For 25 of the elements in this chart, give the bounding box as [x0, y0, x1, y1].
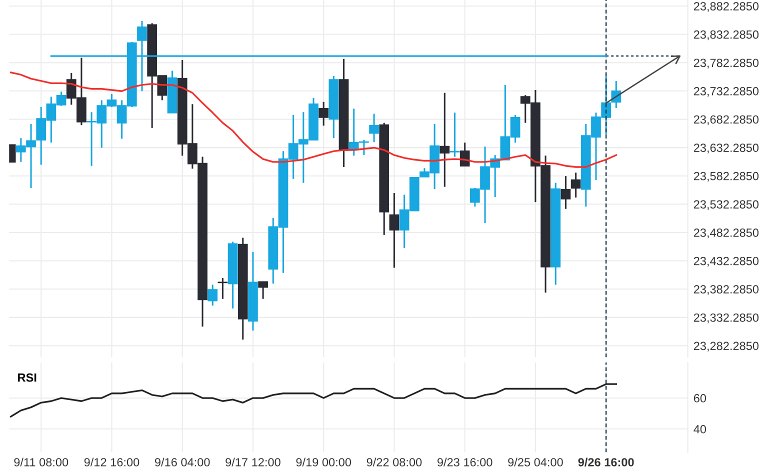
y-tick-label: 23,482.2850: [694, 228, 759, 238]
x-tick-label: 9/17 12:00: [226, 458, 280, 466]
y-tick-label: 23,282.2850: [694, 342, 759, 352]
text: RSI: [18, 373, 36, 382]
y-tick-label: 23,832.2850: [694, 30, 759, 40]
x-tick-label: 9/26 16:00: [578, 458, 634, 467]
x-tick-label: 9/23 16:00: [437, 458, 492, 466]
y-tick-label: 23,632.2850: [694, 144, 759, 154]
y-tick-label: 23,332.2850: [694, 313, 759, 324]
x-tick-label: 9/12 16:00: [84, 458, 140, 466]
y-tick-label: 40: [694, 425, 706, 434]
y-tick-label: 23,882.2850: [694, 2, 759, 12]
y-tick-label: 23,682.2850: [694, 115, 759, 126]
y-tick-label: 23,532.2850: [694, 200, 759, 210]
y-tick-label: 23,782.2850: [694, 58, 759, 68]
y-tick-label: 60: [694, 394, 706, 402]
x-tick-label: 9/16 04:00: [155, 458, 210, 466]
y-tick-label: 23,382.2850: [694, 285, 759, 295]
x-tick-label: 9/22 08:00: [366, 458, 422, 466]
y-tick-label: 23,432.2850: [694, 256, 759, 267]
x-tick-label: 9/25 04:00: [508, 458, 563, 466]
x-tick-label: 9/11 08:00: [14, 458, 68, 466]
x-tick-label: 9/19 00:00: [296, 458, 352, 466]
y-tick-label: 23,732.2850: [694, 87, 759, 97]
y-tick-label: 23,582.2850: [694, 172, 759, 182]
